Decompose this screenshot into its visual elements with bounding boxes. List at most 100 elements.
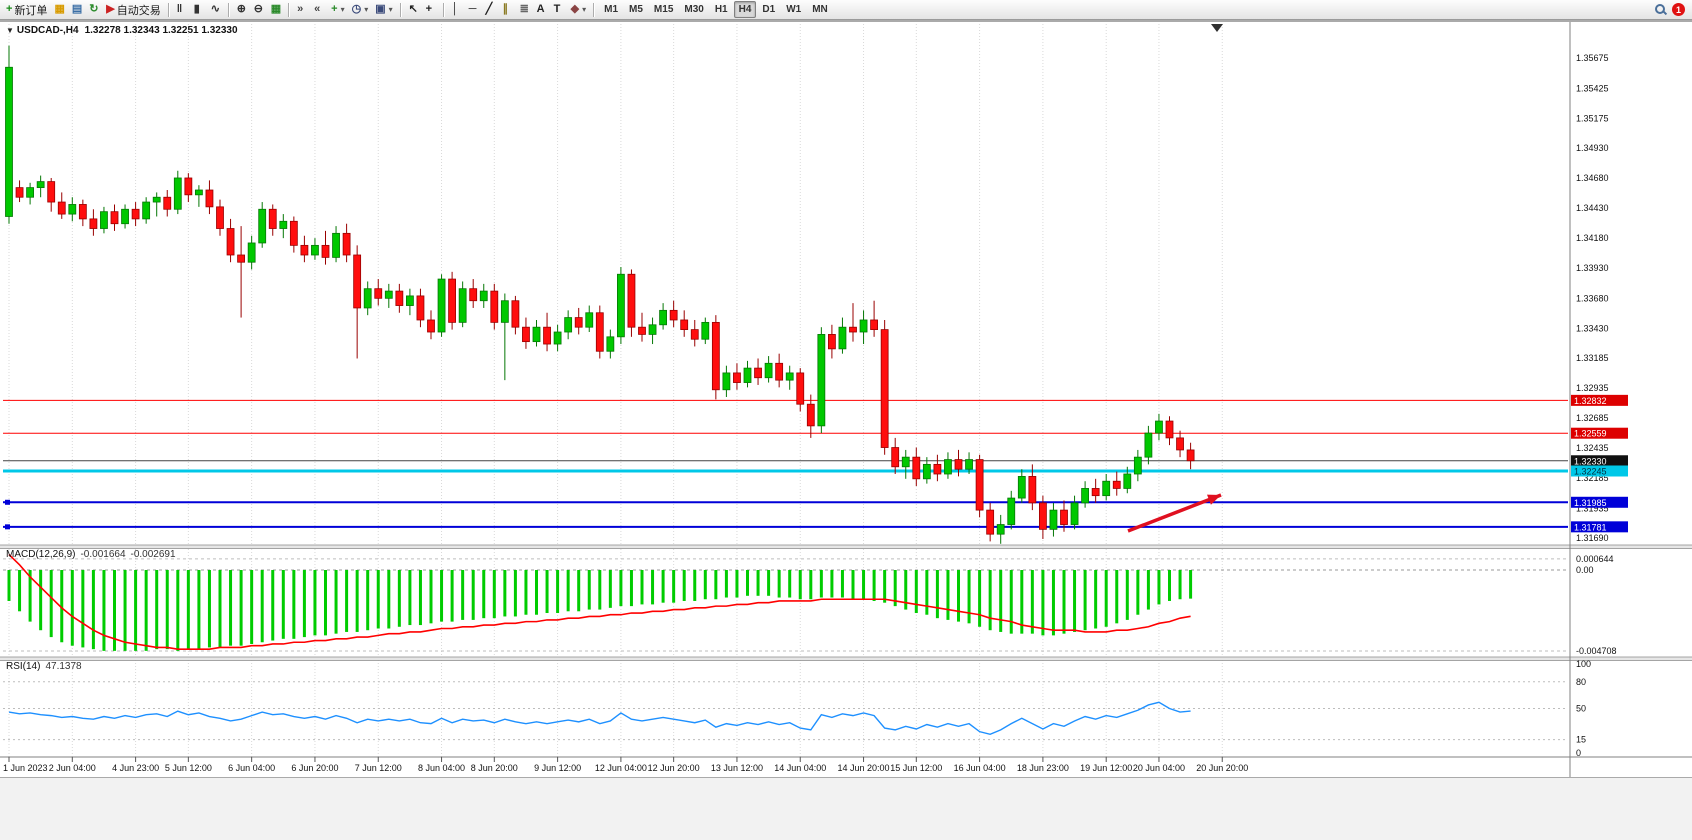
price-axis[interactable]: 1.35675 1.35425 1.35175 1.34930 1.34680 1.344…: [1569, 22, 1628, 778]
timeframe-button-m30[interactable]: M30: [679, 1, 708, 18]
refresh-button[interactable]: ↻: [86, 1, 102, 18]
price-tag-1.31781: [1571, 521, 1628, 533]
svg-text:1.32185: 1.32185: [1576, 473, 1609, 483]
chart-window-button[interactable]: ▦: [51, 1, 67, 18]
zoom-in-icon: ⊕: [236, 3, 246, 15]
horizontal-line-tool-button[interactable]: ─: [466, 1, 482, 18]
toolbar: + 新订单 ▦ ▤ ↻ ▶ 自动交易 ‖ ▮ ∿ ⊕ ⊖ ▦» «+ ▾ ◷ ▾ ▣ ▾ ↖ + │ ─ ╱ ∥ ≣ A T ◆ ▾ M1 M…: [0, 0, 1692, 20]
period-selector-button[interactable]: ◷ ▾: [349, 1, 372, 18]
svg-text:0.000644: 0.000644: [1576, 554, 1614, 564]
svg-text:1.35175: 1.35175: [1576, 113, 1609, 123]
svg-text:18 Jun 23:00: 18 Jun 23:00: [1017, 763, 1069, 773]
candlestick-mode-button[interactable]: ▮: [191, 1, 207, 18]
rsi-value: 47.1378: [45, 661, 82, 672]
zoom-out-icon: ⊖: [253, 3, 263, 15]
svg-text:14 Jun 04:00: 14 Jun 04:00: [774, 763, 826, 773]
svg-text:1.32832: 1.32832: [1574, 396, 1607, 406]
timeframe-button-mn[interactable]: MN: [807, 1, 833, 18]
trendline-tool-icon: ╱: [485, 3, 493, 15]
time-axis[interactable]: 1 Jun 2023 2 Jun 04:00 4 Jun 23:00 5 Jun 12…: [0, 756, 1692, 773]
svg-text:1.34180: 1.34180: [1576, 233, 1609, 243]
bar-chart-mode-icon: ‖: [176, 3, 183, 15]
auto-scroll-button[interactable]: »: [294, 1, 310, 18]
label-tool-button[interactable]: T: [551, 1, 567, 18]
svg-text:80: 80: [1576, 677, 1586, 687]
svg-text:1.32330: 1.32330: [1574, 456, 1607, 466]
chart-canvas[interactable]: 1.35675 1.35425 1.35175 1.34930 1.34680 1.344…: [0, 20, 1692, 840]
timeframe-button-h4[interactable]: H4: [733, 1, 757, 18]
trendline-tool-button[interactable]: ╱: [483, 1, 499, 18]
svg-text:1.33430: 1.33430: [1576, 323, 1609, 333]
notification-badge[interactable]: 1: [1672, 3, 1685, 16]
line-chart-mode-icon: ∿: [210, 3, 220, 15]
svg-text:19 Jun 12:00: 19 Jun 12:00: [1080, 763, 1132, 773]
template-selector-button[interactable]: ▣ ▾: [372, 1, 395, 18]
auto-scroll-icon: »: [297, 3, 304, 15]
timeframe-button-d1[interactable]: D1: [757, 1, 780, 18]
new-order-button[interactable]: + 新订单: [3, 1, 50, 18]
toolbar-separator: [167, 2, 170, 17]
toolbar-separator: [442, 2, 445, 17]
timeframe-button-m15[interactable]: M15: [649, 1, 678, 18]
macd-name: MACD(12,26,9): [6, 549, 76, 560]
bar-chart-mode-button[interactable]: ‖: [174, 1, 190, 18]
svg-text:1 Jun 2023: 1 Jun 2023: [3, 763, 48, 773]
one-click-trading-arrow-icon[interactable]: ▼: [6, 26, 14, 35]
bottom-area: [0, 777, 1692, 840]
svg-text:1.32559: 1.32559: [1574, 429, 1607, 439]
price-tag-1.32559: [1571, 427, 1628, 439]
toolbar-separator: [399, 2, 402, 17]
line-handle[interactable]: [5, 524, 10, 530]
chart-shift-marker-icon[interactable]: [1211, 24, 1223, 32]
cursor-tool-button[interactable]: ↖: [406, 1, 422, 18]
macd-signal-line: [8, 553, 1191, 650]
fibonacci-tool-button[interactable]: ≣: [517, 1, 533, 18]
svg-text:100: 100: [1576, 659, 1591, 669]
svg-text:1.33680: 1.33680: [1576, 293, 1609, 303]
trend-arrow-annotation[interactable]: [1127, 493, 1222, 533]
text-tool-button[interactable]: A: [534, 1, 550, 18]
svg-text:50: 50: [1576, 704, 1586, 714]
timeframe-button-m1[interactable]: M1: [599, 1, 623, 18]
svg-text:12 Jun 04:00: 12 Jun 04:00: [595, 763, 647, 773]
crosshair-tool-button[interactable]: +: [423, 1, 439, 18]
arrows-tool-button[interactable]: ◆ ▾: [568, 1, 589, 18]
svg-text:1.32435: 1.32435: [1576, 443, 1609, 453]
svg-text:1.32245: 1.32245: [1574, 466, 1607, 476]
svg-text:16 Jun 04:00: 16 Jun 04:00: [954, 763, 1006, 773]
new-order-label: 新订单: [14, 4, 48, 17]
svg-text:20 Jun 04:00: 20 Jun 04:00: [1133, 763, 1185, 773]
svg-text:14 Jun 20:00: 14 Jun 20:00: [838, 763, 890, 773]
zoom-out-button[interactable]: ⊖: [251, 1, 267, 18]
crosshair-tool-icon: +: [425, 3, 433, 15]
svg-text:1.35675: 1.35675: [1576, 53, 1609, 63]
svg-text:8 Jun 20:00: 8 Jun 20:00: [471, 763, 518, 773]
timeframe-button-w1[interactable]: W1: [781, 1, 806, 18]
svg-text:1.31985: 1.31985: [1574, 498, 1607, 508]
tile-windows-button[interactable]: ▦: [268, 1, 284, 18]
fibonacci-tool-icon: ≣: [519, 3, 529, 15]
period-selector-icon: ◷: [351, 3, 362, 15]
chart-window-icon: ▦: [54, 3, 65, 15]
channel-tool-button[interactable]: ∥: [500, 1, 516, 18]
print-preview-button[interactable]: ▤: [69, 1, 85, 18]
zoom-in-button[interactable]: ⊕: [234, 1, 250, 18]
cursor-tool-icon: ↖: [408, 3, 418, 15]
horizontal-price-lines[interactable]: [3, 399, 1568, 530]
chart-shift-button[interactable]: «: [311, 1, 327, 18]
vertical-line-tool-icon: │: [451, 3, 459, 15]
auto-trading-button[interactable]: ▶ 自动交易: [103, 1, 163, 18]
search-icon[interactable]: [1654, 3, 1667, 16]
macd-main-value: -0.001664: [80, 549, 126, 560]
svg-text:6 Jun 04:00: 6 Jun 04:00: [228, 763, 275, 773]
timeframe-button-h1[interactable]: H1: [710, 1, 733, 18]
new-chart-icon: +: [331, 3, 338, 15]
line-chart-mode-button[interactable]: ∿: [208, 1, 224, 18]
line-handle[interactable]: [5, 499, 10, 505]
toolbar-separator: [227, 2, 230, 17]
vertical-line-tool-button[interactable]: │: [449, 1, 465, 18]
new-order-icon: +: [6, 3, 13, 15]
new-chart-button[interactable]: + ▾: [328, 1, 347, 18]
timeframe-button-m5[interactable]: M5: [624, 1, 648, 18]
svg-text:1.32935: 1.32935: [1576, 383, 1609, 393]
